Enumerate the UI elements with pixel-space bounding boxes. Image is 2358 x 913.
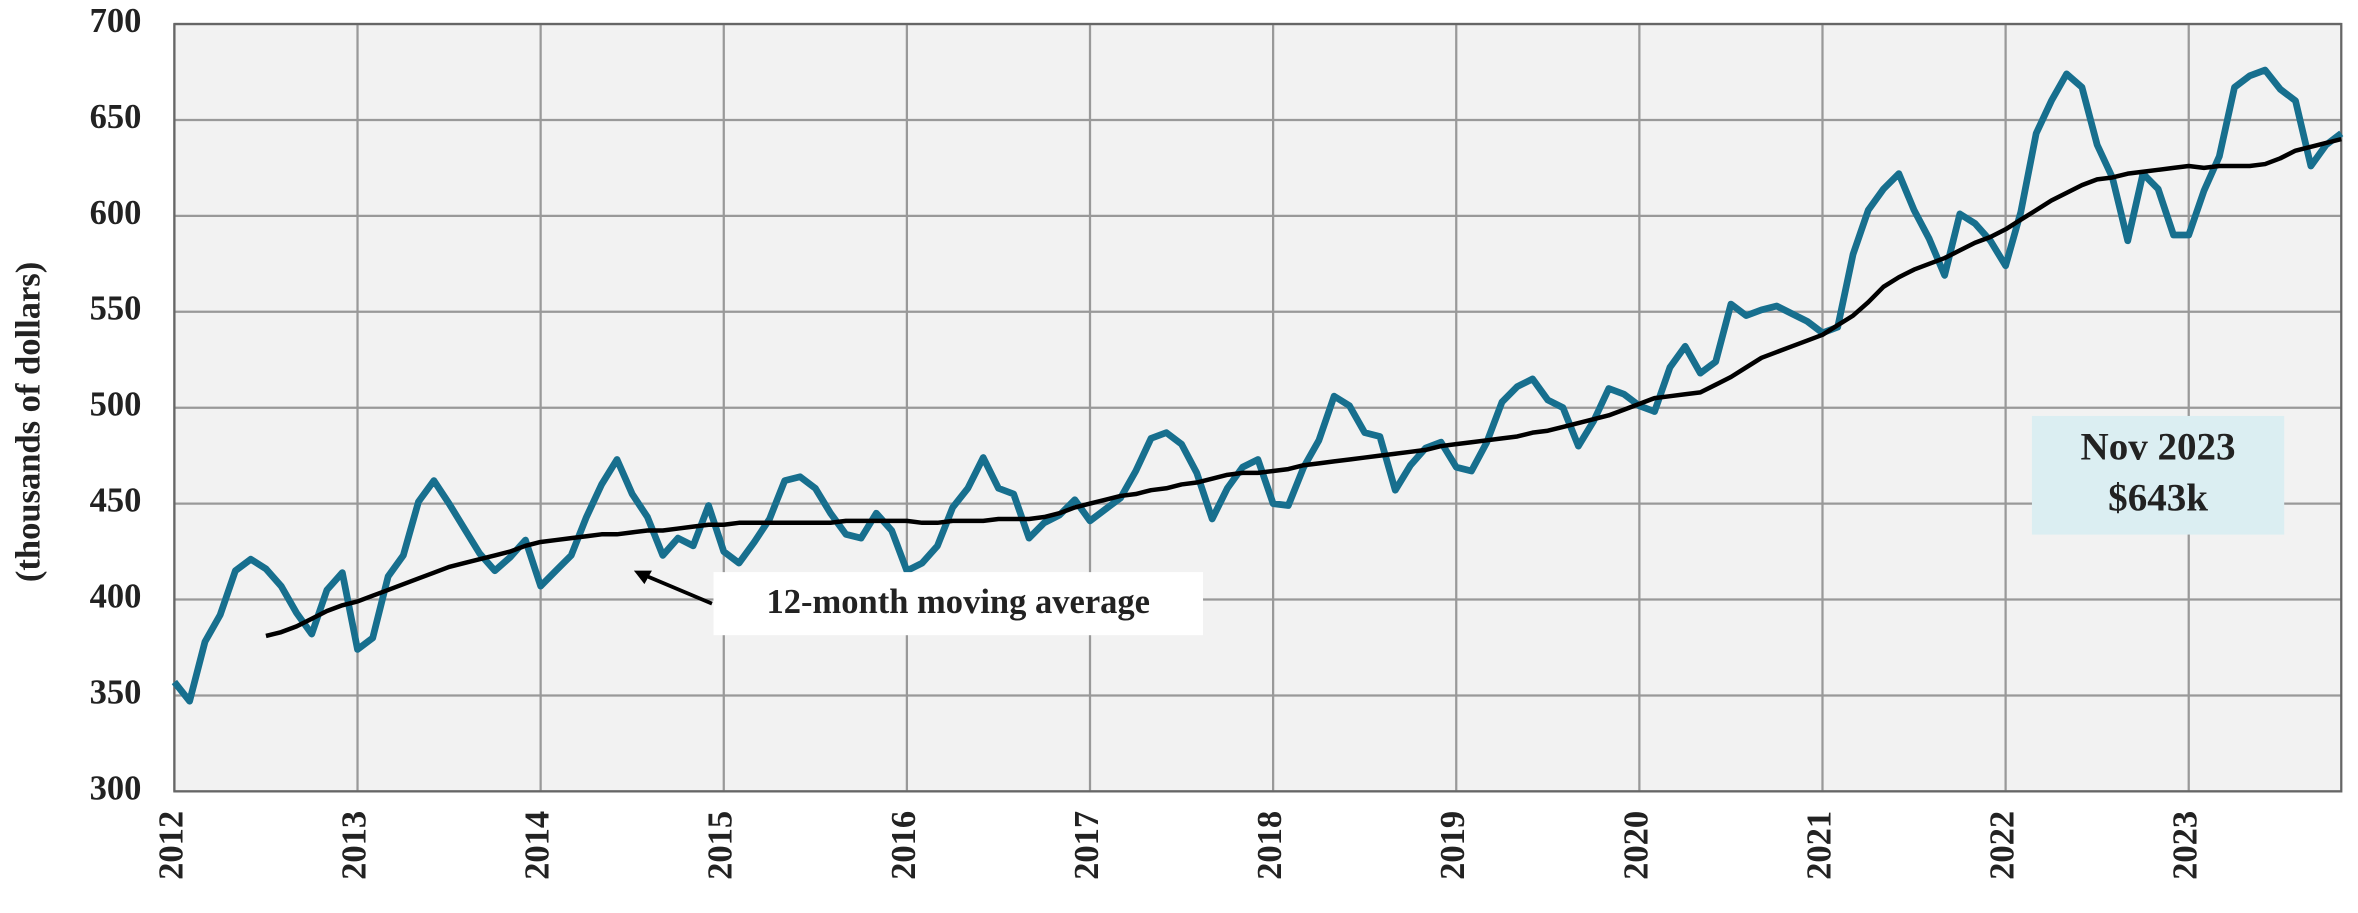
callout-text: $643k (2108, 477, 2208, 520)
y-tick-label: 450 (90, 482, 142, 520)
plot-border (173, 22, 2343, 793)
y-axis-label: (thousands of dollars) (10, 262, 48, 582)
annotation-arrowhead (633, 570, 652, 585)
y-tick-label: 500 (90, 386, 142, 424)
x-tick-label: 2021 (1800, 811, 1838, 880)
annotation-box (713, 572, 1204, 636)
series-line (265, 136, 2342, 639)
callout-box (2031, 415, 2285, 535)
series-line (171, 66, 2344, 705)
x-tick-label: 2022 (1984, 811, 2022, 880)
x-tick-label: 2014 (519, 811, 557, 880)
x-tick-label: 2016 (885, 811, 923, 880)
x-tick-label: 2020 (1617, 811, 1655, 880)
y-tick-label: 350 (90, 673, 142, 711)
x-tick-label: 2018 (1251, 811, 1289, 880)
x-tick-label: 2015 (702, 811, 740, 880)
x-tick-label: 2013 (335, 811, 373, 880)
callout-text: Nov 2023 (2081, 425, 2236, 468)
x-tick-label: 2017 (1068, 811, 1106, 880)
y-tick-label: 700 (90, 2, 142, 40)
y-tick-label: 600 (90, 194, 142, 232)
annotation-arrow (643, 573, 713, 606)
annotation-text: 12-month moving average (767, 583, 1150, 621)
y-tick-label: 550 (90, 290, 142, 328)
x-tick-label: 2019 (1434, 811, 1472, 880)
y-tick-label: 300 (90, 769, 142, 807)
y-tick-label: 400 (90, 577, 142, 615)
x-tick-label: 2012 (152, 811, 190, 880)
y-tick-label: 650 (90, 98, 142, 136)
x-tick-label: 2023 (2167, 811, 2205, 880)
